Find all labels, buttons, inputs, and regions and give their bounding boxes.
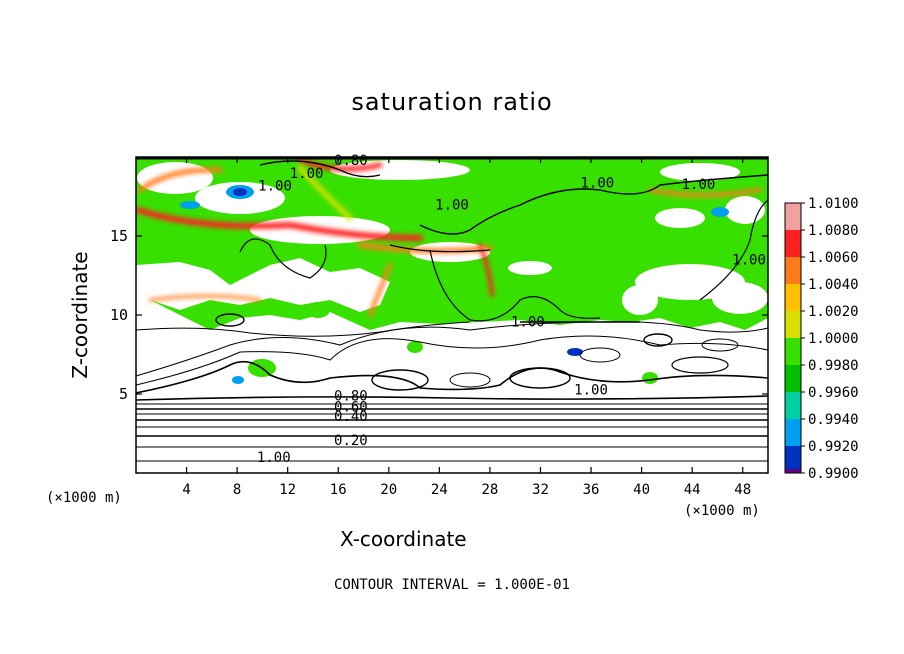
colorbar-segment xyxy=(785,446,801,473)
contour-label: 0.60 xyxy=(334,400,368,416)
field-layer xyxy=(136,157,768,473)
colorbar: 1.0100 1.0080 1.0060 1.0040 1.0020 1.0000 0.99… xyxy=(784,196,859,482)
x-tick-label: 16 xyxy=(330,482,347,498)
colorbar-label: 1.0100 xyxy=(808,196,859,212)
y-tick-label: 10 xyxy=(110,306,128,324)
colorbar-label: 1.0080 xyxy=(808,223,859,239)
contour-label: 1.00 xyxy=(435,197,469,213)
contour-label: 1.00 xyxy=(581,175,615,191)
x-axis-label: X-coordinate xyxy=(340,527,467,551)
colorbar-segment xyxy=(785,392,801,419)
colorbar-segment xyxy=(785,257,801,284)
contour-lines xyxy=(136,160,768,462)
chart-title: saturation ratio xyxy=(351,88,553,116)
y-tick-label: 15 xyxy=(110,227,128,245)
contour-label: 1.00 xyxy=(574,382,608,398)
x-tick-label: 4 xyxy=(182,482,190,498)
colorbar-label: 1.0020 xyxy=(808,304,859,320)
clear-patches xyxy=(136,160,768,315)
contour-labels: 1.000.800.600.400.201.001.001.001.000.80… xyxy=(257,153,766,466)
colorbar-label: 1.0040 xyxy=(808,277,859,293)
colorbar-segment xyxy=(785,311,801,338)
colorbar-label: 0.9960 xyxy=(808,385,859,401)
colorbar-label: 0.9900 xyxy=(808,466,859,482)
colorbar-segment xyxy=(785,469,801,473)
x-tick-label: 24 xyxy=(431,482,448,498)
x-tick-label: 20 xyxy=(380,482,397,498)
contour-label: 1.00 xyxy=(290,166,324,182)
colorbar-label: 1.0060 xyxy=(808,250,859,266)
contour-label: 0.80 xyxy=(334,153,368,169)
x-tick-label: 32 xyxy=(532,482,549,498)
x-tick-label: 48 xyxy=(734,482,751,498)
contour-label: 1.00 xyxy=(682,177,716,193)
colorbar-segment xyxy=(785,365,801,392)
colorbar-label: 0.9920 xyxy=(808,439,859,455)
contour-label: 1.00 xyxy=(258,178,292,194)
contour-label: 0.40 xyxy=(334,409,368,425)
x-unit-label-left: (×1000 m) xyxy=(46,490,122,506)
x-tick-label: 12 xyxy=(279,482,296,498)
x-unit-label-right: (×1000 m) xyxy=(684,503,760,519)
colorbar-segment xyxy=(785,230,801,257)
subsat-spots xyxy=(180,185,729,384)
contour-label: 0.80 xyxy=(334,389,368,405)
x-tick-label: 8 xyxy=(233,482,241,498)
colorbar-segment xyxy=(785,203,801,230)
x-tick-label: 44 xyxy=(684,482,701,498)
contour-interval-note: CONTOUR INTERVAL = 1.000E-01 xyxy=(333,577,570,593)
x-axis-ticks: 4 8 12 16 20 24 28 32 36 40 44 48 xyxy=(182,157,751,498)
y-axis-ticks: 5 10 15 xyxy=(110,227,768,403)
contour-label: 0.20 xyxy=(334,433,368,449)
supersat-rims xyxy=(136,157,762,317)
contour-label: 1.00 xyxy=(257,450,291,466)
colorbar-segment xyxy=(785,419,801,446)
colorbar-label: 0.9940 xyxy=(808,412,859,428)
y-tick-label: 5 xyxy=(119,385,128,403)
colorbar-segment xyxy=(785,284,801,311)
x-tick-label: 36 xyxy=(583,482,600,498)
green-patches xyxy=(248,302,658,384)
colorbar-segment xyxy=(785,338,801,365)
colorbar-label: 1.0000 xyxy=(808,331,859,347)
x-tick-label: 28 xyxy=(481,482,498,498)
contour-label: 1.00 xyxy=(732,253,766,269)
colorbar-label: 0.9980 xyxy=(808,358,859,374)
contour-label: 1.00 xyxy=(511,314,545,330)
x-tick-label: 40 xyxy=(633,482,650,498)
y-axis-label: Z-coordinate xyxy=(68,251,92,379)
